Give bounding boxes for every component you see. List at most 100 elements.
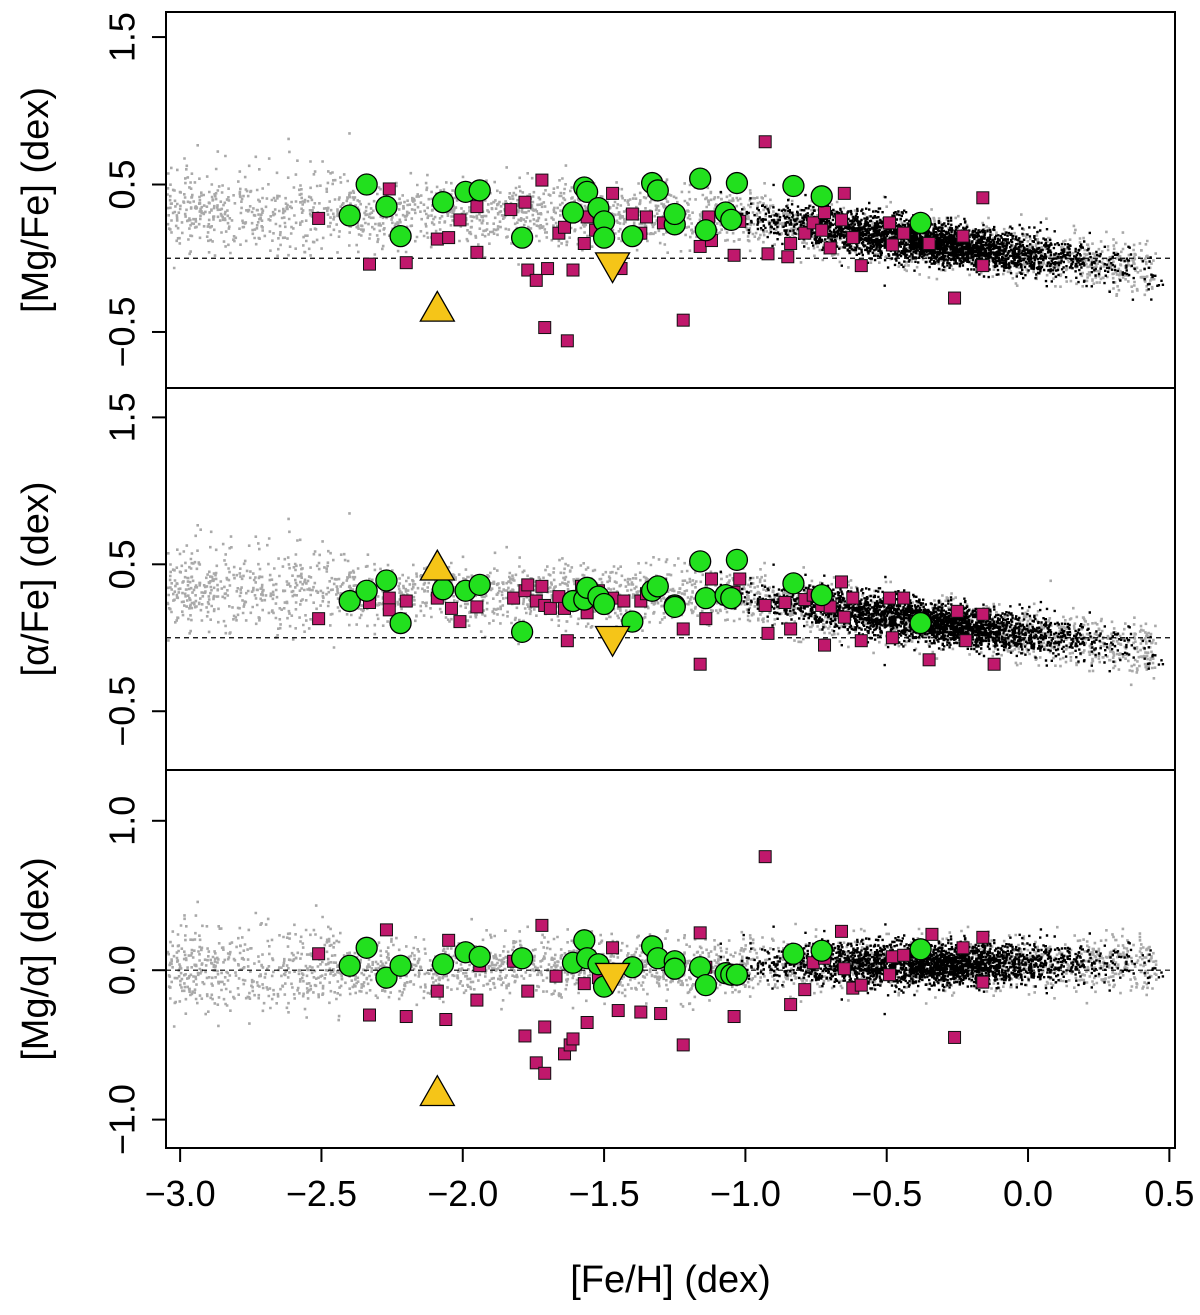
square-point: [312, 211, 326, 225]
circle-point: [389, 611, 412, 635]
circle-point: [431, 578, 455, 601]
x-tick-label: 0.0: [1003, 1173, 1053, 1214]
circle-point: [431, 953, 455, 976]
square-point: [518, 1029, 532, 1043]
triangle-up-point: [419, 548, 456, 581]
square-point: [798, 983, 812, 997]
circle-point: [355, 936, 378, 959]
square-point: [566, 263, 580, 277]
circle-point: [782, 174, 805, 198]
triangle-down-point: [594, 252, 631, 284]
square-point: [837, 186, 851, 200]
square-point: [430, 232, 444, 246]
circle-point: [355, 173, 378, 196]
square-point: [538, 321, 552, 335]
y-axis-title: [Mg/Fe] (dex): [15, 87, 57, 313]
x-axis: [Fe/H] (dex) −3.0 −2.5 −2.0 −1.5 −1.0 −0.5 0.0…: [145, 1147, 1194, 1301]
x-tick-label: −3.0: [145, 1173, 216, 1214]
square-point: [535, 579, 549, 593]
square-point: [976, 259, 990, 273]
circle-point: [663, 202, 686, 226]
square-point: [784, 236, 798, 250]
circle-point: [810, 185, 833, 208]
data-marks-mgalpha: [312, 850, 990, 1107]
square-point: [442, 933, 456, 947]
panel-mgfe: −0.5 0.5 1.5 [Mg/Fe] (dex): [15, 11, 1176, 389]
square-point: [541, 262, 555, 276]
circle-point: [694, 219, 717, 242]
circle-point: [720, 586, 743, 610]
square-point: [580, 1015, 594, 1029]
circle-point: [663, 957, 686, 980]
panel-frame: [165, 387, 1176, 771]
square-point: [976, 930, 990, 944]
square-point: [439, 1013, 453, 1027]
square-point: [733, 572, 747, 586]
square-point: [382, 182, 396, 196]
square-point: [758, 850, 772, 864]
square-point: [758, 135, 772, 149]
square-point: [430, 984, 444, 998]
square-point: [634, 1005, 648, 1019]
circle-point: [621, 224, 644, 248]
square-point: [504, 203, 518, 217]
square-point: [885, 950, 899, 964]
square-point: [897, 948, 911, 962]
circle-point: [663, 595, 686, 619]
circle-point: [689, 550, 712, 573]
square-point: [885, 238, 899, 252]
square-point: [837, 962, 851, 976]
circle-point: [646, 575, 669, 598]
triangle-down-point: [594, 625, 631, 658]
y-tick-label: −0.5: [102, 676, 143, 747]
square-point: [549, 969, 563, 983]
square-point: [606, 941, 620, 955]
square-point: [617, 594, 631, 608]
square-point: [654, 1007, 668, 1021]
y-tick-label: −0.5: [102, 296, 143, 367]
square-point: [382, 603, 396, 617]
square-point: [625, 207, 639, 221]
circle-point: [646, 179, 669, 202]
square-point: [948, 1030, 962, 1044]
square-point: [818, 638, 832, 652]
square-point: [611, 1004, 625, 1018]
square-point: [704, 572, 718, 586]
square-point: [956, 941, 970, 955]
circle-point: [694, 973, 717, 997]
panel-mgalpha: −1.0 0.0 1.0 [Mg/α] (dex): [15, 769, 1176, 1155]
square-point: [470, 200, 484, 214]
circle-point: [468, 179, 491, 202]
x-tick-label: −2.5: [286, 1173, 357, 1214]
square-point: [699, 612, 713, 626]
circle-point: [725, 963, 749, 986]
circle-point: [338, 589, 361, 613]
square-point: [577, 977, 591, 991]
square-point: [558, 220, 572, 234]
square-point: [470, 245, 484, 259]
square-point: [399, 1010, 413, 1024]
square-point: [885, 631, 899, 645]
square-point: [784, 622, 798, 636]
square-point: [761, 247, 775, 261]
square-point: [521, 984, 535, 998]
square-point: [823, 241, 837, 255]
square-point: [798, 226, 812, 240]
square-point: [442, 231, 456, 245]
square-point: [639, 210, 653, 224]
square-point: [312, 612, 326, 626]
square-point: [948, 291, 962, 305]
circle-point: [810, 939, 833, 962]
square-point: [922, 236, 936, 250]
circle-point: [510, 226, 534, 249]
square-point: [521, 578, 535, 592]
square-point: [399, 594, 413, 608]
x-tick-label: −0.5: [851, 1173, 922, 1214]
square-point: [507, 591, 521, 605]
y-tick-label: 1.5: [102, 392, 143, 442]
y-tick-label: 0.0: [102, 945, 143, 995]
circle-point: [575, 180, 599, 204]
square-point: [693, 239, 707, 253]
circle-point: [561, 201, 585, 224]
square-point: [846, 231, 860, 245]
